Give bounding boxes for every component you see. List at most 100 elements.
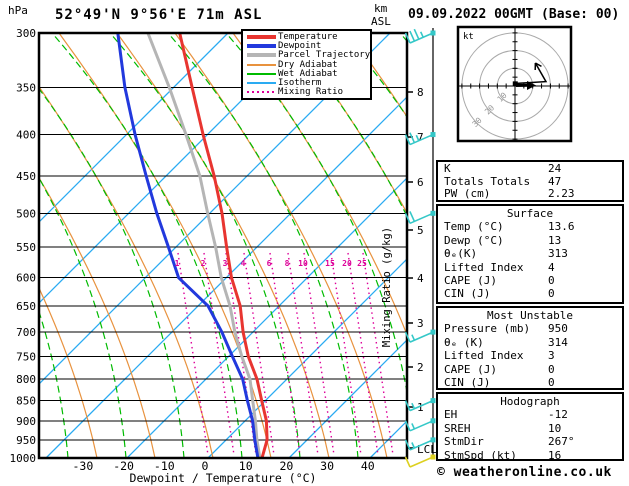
km-tick-label: 5 bbox=[417, 224, 424, 237]
panel-row-label: Temp (°C) bbox=[444, 220, 504, 234]
x-axis-title: Dewpoint / Temperature (°C) bbox=[130, 471, 317, 485]
panel-row: Dewp (°C) 13 bbox=[444, 234, 622, 247]
legend-label: Mixing Ratio bbox=[278, 87, 344, 98]
plot-grid bbox=[39, 33, 407, 458]
panel-row-label: StmDir bbox=[444, 435, 484, 449]
chart-legend: Temperature Dewpoint Parcel Trajectory Dry … bbox=[241, 29, 372, 101]
panel-row-label: CIN (J) bbox=[444, 287, 491, 301]
dry-adiabat-line bbox=[58, 33, 272, 458]
panel-row-label: SREH bbox=[444, 421, 471, 435]
mixing-ratio-line bbox=[362, 252, 394, 456]
panel-row: Temp (°C) 13.6 bbox=[444, 220, 622, 233]
panel-row-value: 0 bbox=[548, 274, 555, 288]
wind-barb bbox=[404, 210, 436, 225]
mixing-ratio-line bbox=[269, 252, 301, 456]
legend-item: Parcel Trajectory bbox=[246, 50, 370, 60]
panel-row-value: 0 bbox=[548, 287, 555, 301]
panel-row-label: EH bbox=[444, 408, 458, 422]
panel-row-label: Dewp (°C) bbox=[444, 233, 504, 247]
km-tick-label: 3 bbox=[417, 317, 424, 330]
legend-label: Temperature bbox=[278, 31, 338, 42]
panel-row-value: 13 bbox=[548, 233, 562, 247]
legend-swatch-wet-adiabat bbox=[246, 69, 278, 78]
dry-adiabat-line bbox=[39, 85, 214, 458]
parcel-trajectory-curve bbox=[146, 33, 262, 458]
mixing-ratio-tick-label: 6 bbox=[267, 259, 272, 268]
wind-barb bbox=[404, 437, 436, 451]
mixing-ratio-tick-label: 3 bbox=[223, 259, 228, 268]
wind-barb bbox=[404, 132, 436, 146]
pressure-tick-label: 300 bbox=[16, 27, 36, 40]
station-title: 52°49'N 9°56'E 71m ASL bbox=[55, 7, 263, 23]
legend-swatch-dewpoint bbox=[246, 41, 278, 50]
panel-row: CIN (J) 0 bbox=[444, 376, 622, 389]
legend-label: Isotherm bbox=[278, 78, 322, 89]
isotherm-line bbox=[288, 339, 407, 458]
mixing-ratio-axis-title: Mixing Ratio (g/kg) bbox=[381, 227, 393, 347]
panel-row: Lifted Index 4 bbox=[444, 261, 622, 274]
isotherm-line bbox=[45, 96, 407, 458]
temperature-tick-label: -10 bbox=[154, 459, 175, 473]
temperature-tick-label: 40 bbox=[361, 459, 375, 473]
alt-unit-asl: ASL bbox=[371, 15, 391, 28]
dry-adiabat-line bbox=[348, 33, 407, 118]
mixing-ratio-line bbox=[203, 252, 235, 456]
wind-barb bbox=[404, 28, 436, 44]
pressure-tick-label: 750 bbox=[16, 350, 36, 363]
panel-row-label: Totals Totals bbox=[444, 174, 531, 188]
indices-panel: K 24 Totals Totals 47 PW (cm) 2.23 bbox=[436, 160, 624, 202]
isotherm-line bbox=[39, 33, 229, 223]
legend-item: Dry Adiabat bbox=[246, 60, 370, 70]
temperature-tick-label: 10 bbox=[239, 459, 253, 473]
panel-row-value: 313 bbox=[548, 247, 568, 261]
mixing-ratio-line bbox=[347, 252, 379, 456]
panel-row: StmSpd (kt) 16 bbox=[444, 449, 622, 462]
pressure-tick-label: 900 bbox=[16, 415, 36, 428]
mixing-ratio-tick-label: 25 bbox=[357, 259, 367, 268]
lcl-label: LCL bbox=[417, 443, 437, 456]
mixing-ratio-tick-label: 1 bbox=[175, 259, 180, 268]
dewpoint-curve bbox=[116, 33, 260, 458]
wind-barb bbox=[404, 454, 436, 468]
panel-row-value: 10 bbox=[548, 421, 562, 435]
legend-swatch-mixing-ratio bbox=[246, 88, 278, 97]
wind-barb-marker bbox=[430, 210, 436, 216]
wind-barb-marker bbox=[430, 329, 436, 335]
mixing-ratio-tick-label: 2 bbox=[201, 259, 206, 268]
mixing-ratio-tick-label: 4 bbox=[241, 259, 246, 268]
pressure-tick-label: 800 bbox=[16, 373, 36, 386]
panel-row: θₑ(K) 313 bbox=[444, 247, 622, 260]
mixing-ratio-line bbox=[177, 252, 209, 456]
panel-row: K 24 bbox=[444, 162, 622, 176]
panel-row: PW (cm) 2.23 bbox=[444, 187, 622, 201]
panel-row-label: Lifted Index bbox=[444, 349, 524, 363]
panel-row-value: 13.6 bbox=[548, 220, 575, 234]
panel-row-value: 4 bbox=[548, 260, 555, 274]
panel-row: EH -12 bbox=[444, 408, 622, 421]
legend-label: Dewpoint bbox=[278, 40, 322, 51]
km-tick-label: 8 bbox=[417, 86, 424, 99]
mixing-ratio-line bbox=[330, 252, 362, 456]
mixing-ratio-tick-label: 15 bbox=[325, 259, 335, 268]
wind-barb-marker bbox=[430, 437, 436, 443]
legend-swatch-dry-adiabat bbox=[246, 60, 278, 69]
dry-adiabat-line bbox=[116, 33, 330, 458]
panel-row-value: 314 bbox=[548, 335, 568, 349]
panel-row-label: CIN (J) bbox=[444, 376, 491, 390]
mixing-ratio-tick-label: 10 bbox=[298, 259, 308, 268]
legend-item: Temperature bbox=[246, 31, 370, 42]
surface-panel: Surface Temp (°C) 13.6 Dewp (°C) 13 θₑ(K) 313 L… bbox=[436, 204, 624, 304]
wind-barb-marker bbox=[430, 398, 436, 404]
temperature-curve bbox=[178, 33, 269, 458]
temperature-tick-label: 20 bbox=[279, 459, 293, 473]
mixing-ratio-line bbox=[243, 252, 275, 456]
panel-row-label: Lifted Index bbox=[444, 260, 524, 274]
km-tick-label: 2 bbox=[417, 361, 424, 374]
panel-row-value: 950 bbox=[548, 322, 568, 336]
legend-swatch-isotherm bbox=[246, 79, 278, 88]
wind-barb-marker bbox=[430, 418, 436, 424]
panel-row-value: 16 bbox=[548, 448, 562, 462]
pressure-tick-label: 550 bbox=[16, 241, 36, 254]
panel-row-label: CAPE (J) bbox=[444, 362, 497, 376]
